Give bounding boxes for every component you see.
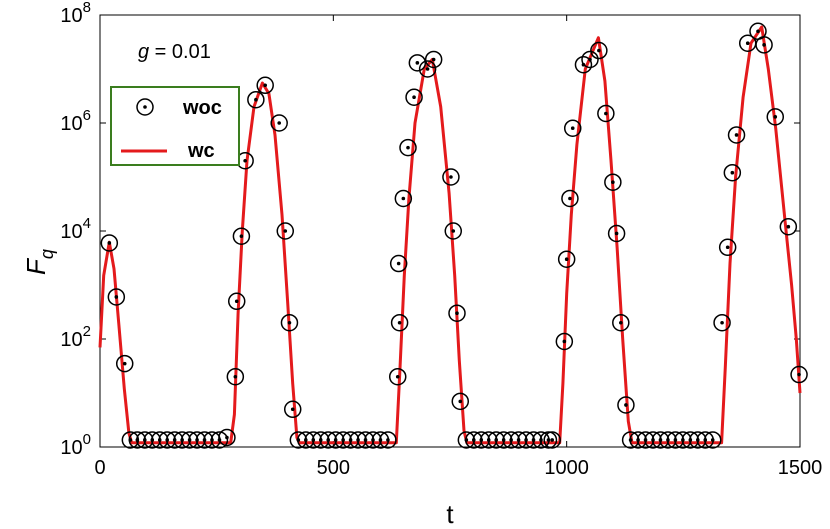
woc-point <box>581 50 599 69</box>
woc-point <box>218 428 236 447</box>
woc-point <box>283 400 302 419</box>
y-tick-labels: 100 102 104 106 108 <box>60 0 91 459</box>
woc-point <box>755 36 773 54</box>
woc-point <box>270 114 288 132</box>
legend-wc-label: wc <box>187 140 215 162</box>
woc-point <box>100 234 119 252</box>
woc-point <box>543 431 561 449</box>
woc-point <box>276 222 295 240</box>
x-tick-labels: 0 500 1000 1500 <box>94 457 822 479</box>
woc-point <box>442 168 460 186</box>
wc-series-line <box>98 25 802 445</box>
woc-point <box>448 304 466 322</box>
woc-point <box>390 313 409 332</box>
x-tick-label-1: 500 <box>317 457 350 479</box>
woc-point <box>713 313 731 332</box>
legend: woc wc <box>110 86 240 166</box>
woc-point <box>612 313 630 332</box>
annotation-var: g <box>138 41 149 63</box>
woc-point <box>539 431 558 449</box>
annotation-rest: = 0.01 <box>149 41 211 63</box>
y-tick-label-0: 100 <box>60 431 91 459</box>
y-tick-label-2: 104 <box>60 215 91 243</box>
y-tick-label-3: 106 <box>60 107 91 135</box>
woc-series-markers <box>100 22 808 449</box>
woc-point <box>555 332 574 351</box>
woc-point <box>227 292 246 311</box>
x-axis-label: t <box>446 499 454 529</box>
woc-point <box>399 138 417 157</box>
x-tick-label-0: 0 <box>94 457 105 479</box>
woc-point <box>790 365 808 384</box>
woc-point <box>607 224 626 243</box>
woc-point <box>590 41 608 60</box>
woc-point <box>107 288 126 306</box>
woc-point <box>703 431 722 449</box>
woc-point <box>727 126 746 144</box>
woc-point <box>604 173 622 191</box>
wc-line <box>98 25 802 445</box>
y-axis-label-base: F <box>21 257 51 275</box>
woc-point <box>563 119 582 137</box>
woc-point <box>379 431 397 449</box>
woc-point <box>388 367 407 386</box>
woc-point <box>408 54 427 72</box>
woc-point <box>115 354 134 373</box>
woc-point <box>451 392 470 411</box>
woc-point <box>557 250 576 268</box>
y-tick-label-1: 102 <box>60 323 91 351</box>
woc-point <box>389 254 408 273</box>
parameter-annotation: g = 0.01 <box>138 41 211 63</box>
woc-point <box>280 313 299 332</box>
woc-point <box>718 238 737 257</box>
legend-woc-label: woc <box>182 97 222 119</box>
woc-point <box>256 76 274 95</box>
woc-point <box>779 217 798 236</box>
woc-point <box>232 227 251 245</box>
woc-point <box>418 60 437 78</box>
plot-area <box>99 14 801 448</box>
x-tick-label-2: 1000 <box>544 457 589 479</box>
woc-point <box>424 50 443 69</box>
woc-point <box>597 104 615 123</box>
woc-point <box>723 163 742 182</box>
y-axis-label: Fq <box>21 249 57 275</box>
woc-point <box>226 367 245 386</box>
x-tick-label-3: 1500 <box>778 457 823 479</box>
woc-point <box>405 88 423 106</box>
y-axis-label-sub: q <box>37 249 57 259</box>
legend-woc-marker <box>136 98 154 116</box>
woc-point <box>766 108 785 126</box>
woc-point <box>561 189 579 208</box>
woc-point <box>444 222 463 240</box>
y-tick-label-4: 108 <box>60 0 91 27</box>
woc-point <box>247 90 265 109</box>
woc-point <box>394 189 413 208</box>
woc-point <box>617 396 635 414</box>
